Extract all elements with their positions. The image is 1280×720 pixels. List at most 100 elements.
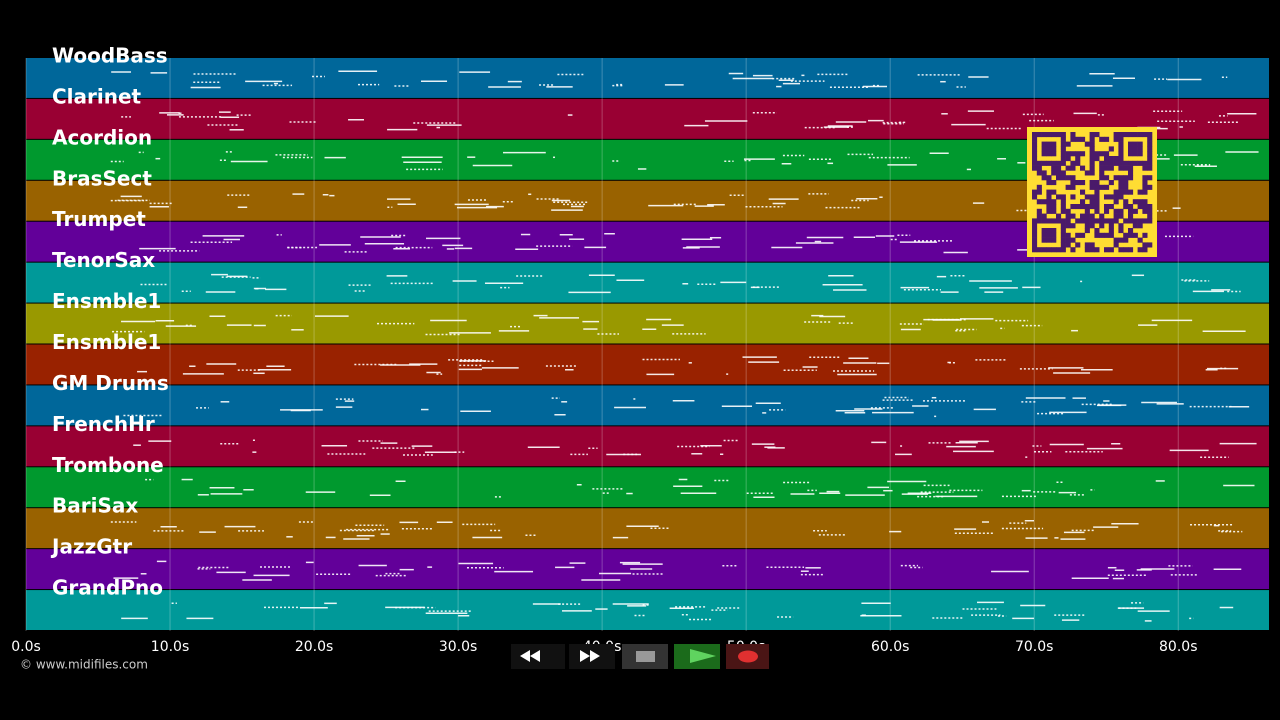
track-names: WoodBass Clarinet Acordion BrasSect Trumpet T… xyxy=(50,44,169,600)
qr-module xyxy=(1032,194,1038,200)
qr-module xyxy=(1118,184,1124,190)
qr-module xyxy=(1065,175,1071,181)
qr-module xyxy=(1065,141,1071,147)
qr-module xyxy=(1128,213,1134,219)
qr-module xyxy=(1075,204,1081,210)
qr-module xyxy=(1080,165,1086,171)
qr-module xyxy=(1099,213,1105,219)
qr-module xyxy=(1123,199,1129,205)
qr-module xyxy=(1041,228,1047,234)
qr-module xyxy=(1041,160,1047,166)
qr-module xyxy=(1089,170,1095,176)
qr-module xyxy=(1132,208,1138,214)
qr-module xyxy=(1060,228,1066,234)
qr-module xyxy=(1094,199,1100,205)
qr-module xyxy=(1104,247,1110,253)
qr-module xyxy=(1056,247,1062,253)
qr-module xyxy=(1094,204,1100,210)
qr-module xyxy=(1046,232,1052,238)
qr-module xyxy=(1065,184,1071,190)
qr-module xyxy=(1032,136,1038,142)
qr-module xyxy=(1137,223,1143,229)
qr-module xyxy=(1051,189,1057,195)
qr-module xyxy=(1118,175,1124,181)
qr-module xyxy=(1089,156,1095,162)
qr-module xyxy=(1147,160,1153,166)
qr-module xyxy=(1113,136,1119,142)
qr-module xyxy=(1142,132,1148,138)
qr-module xyxy=(1147,165,1153,171)
forward-icon xyxy=(580,650,600,662)
qr-module xyxy=(1056,194,1062,200)
track-name: Clarinet xyxy=(52,84,142,108)
qr-module xyxy=(1070,237,1076,243)
qr-module xyxy=(1041,175,1047,181)
qr-module xyxy=(1041,237,1047,243)
qr-module xyxy=(1075,160,1081,166)
qr-module xyxy=(1089,141,1095,147)
qr-module xyxy=(1060,194,1066,200)
qr-module xyxy=(1099,175,1105,181)
qr-module xyxy=(1123,180,1129,186)
track-name: TenorSax xyxy=(52,248,155,272)
qr-module xyxy=(1118,146,1124,152)
qr-module xyxy=(1046,189,1052,195)
qr-module xyxy=(1041,213,1047,219)
qr-module xyxy=(1080,204,1086,210)
tick-label: 60.0s xyxy=(871,639,909,655)
qr-module xyxy=(1056,218,1062,224)
tick-label: 30.0s xyxy=(439,639,477,655)
qr-module xyxy=(1041,132,1047,138)
qr-module xyxy=(1147,151,1153,157)
qr-module xyxy=(1032,247,1038,253)
qr-module xyxy=(1041,151,1047,157)
qr-module xyxy=(1036,170,1042,176)
qr-module xyxy=(1147,204,1153,210)
qr-module xyxy=(1118,141,1124,147)
tick-label: 20.0s xyxy=(295,639,333,655)
rewind-icon xyxy=(520,650,540,662)
qr-module xyxy=(1137,218,1143,224)
qr-module xyxy=(1089,247,1095,253)
qr-module xyxy=(1056,165,1062,171)
qr-module xyxy=(1065,156,1071,162)
qr-module xyxy=(1060,208,1066,214)
qr-module xyxy=(1032,218,1038,224)
qr-module xyxy=(1104,204,1110,210)
qr-module xyxy=(1032,189,1038,195)
copyright: © www.midifiles.com xyxy=(20,658,148,672)
qr-code xyxy=(1027,127,1157,257)
qr-module xyxy=(1051,218,1057,224)
qr-module xyxy=(1089,165,1095,171)
qr-module xyxy=(1099,232,1105,238)
qr-module xyxy=(1036,218,1042,224)
qr-module xyxy=(1099,160,1105,166)
qr-module xyxy=(1036,184,1042,190)
qr-module xyxy=(1032,237,1038,243)
qr-module xyxy=(1104,151,1110,157)
qr-module xyxy=(1060,156,1066,162)
qr-module xyxy=(1070,136,1076,142)
qr-module xyxy=(1060,223,1066,229)
qr-module xyxy=(1032,156,1038,162)
qr-module xyxy=(1094,208,1100,214)
qr-module xyxy=(1099,165,1105,171)
qr-module xyxy=(1147,146,1153,152)
qr-module xyxy=(1075,232,1081,238)
qr-module xyxy=(1137,199,1143,205)
qr-module xyxy=(1104,165,1110,171)
qr-module xyxy=(1128,189,1134,195)
qr-module xyxy=(1084,194,1090,200)
qr-module xyxy=(1041,199,1047,205)
qr-module xyxy=(1089,184,1095,190)
qr-module xyxy=(1118,189,1124,195)
qr-module xyxy=(1080,136,1086,142)
qr-module xyxy=(1032,132,1038,138)
track-name: Trumpet xyxy=(52,207,146,231)
qr-module xyxy=(1147,242,1153,248)
qr-module xyxy=(1089,180,1095,186)
qr-module xyxy=(1089,194,1095,200)
qr-module xyxy=(1113,218,1119,224)
track-band xyxy=(26,262,1269,303)
